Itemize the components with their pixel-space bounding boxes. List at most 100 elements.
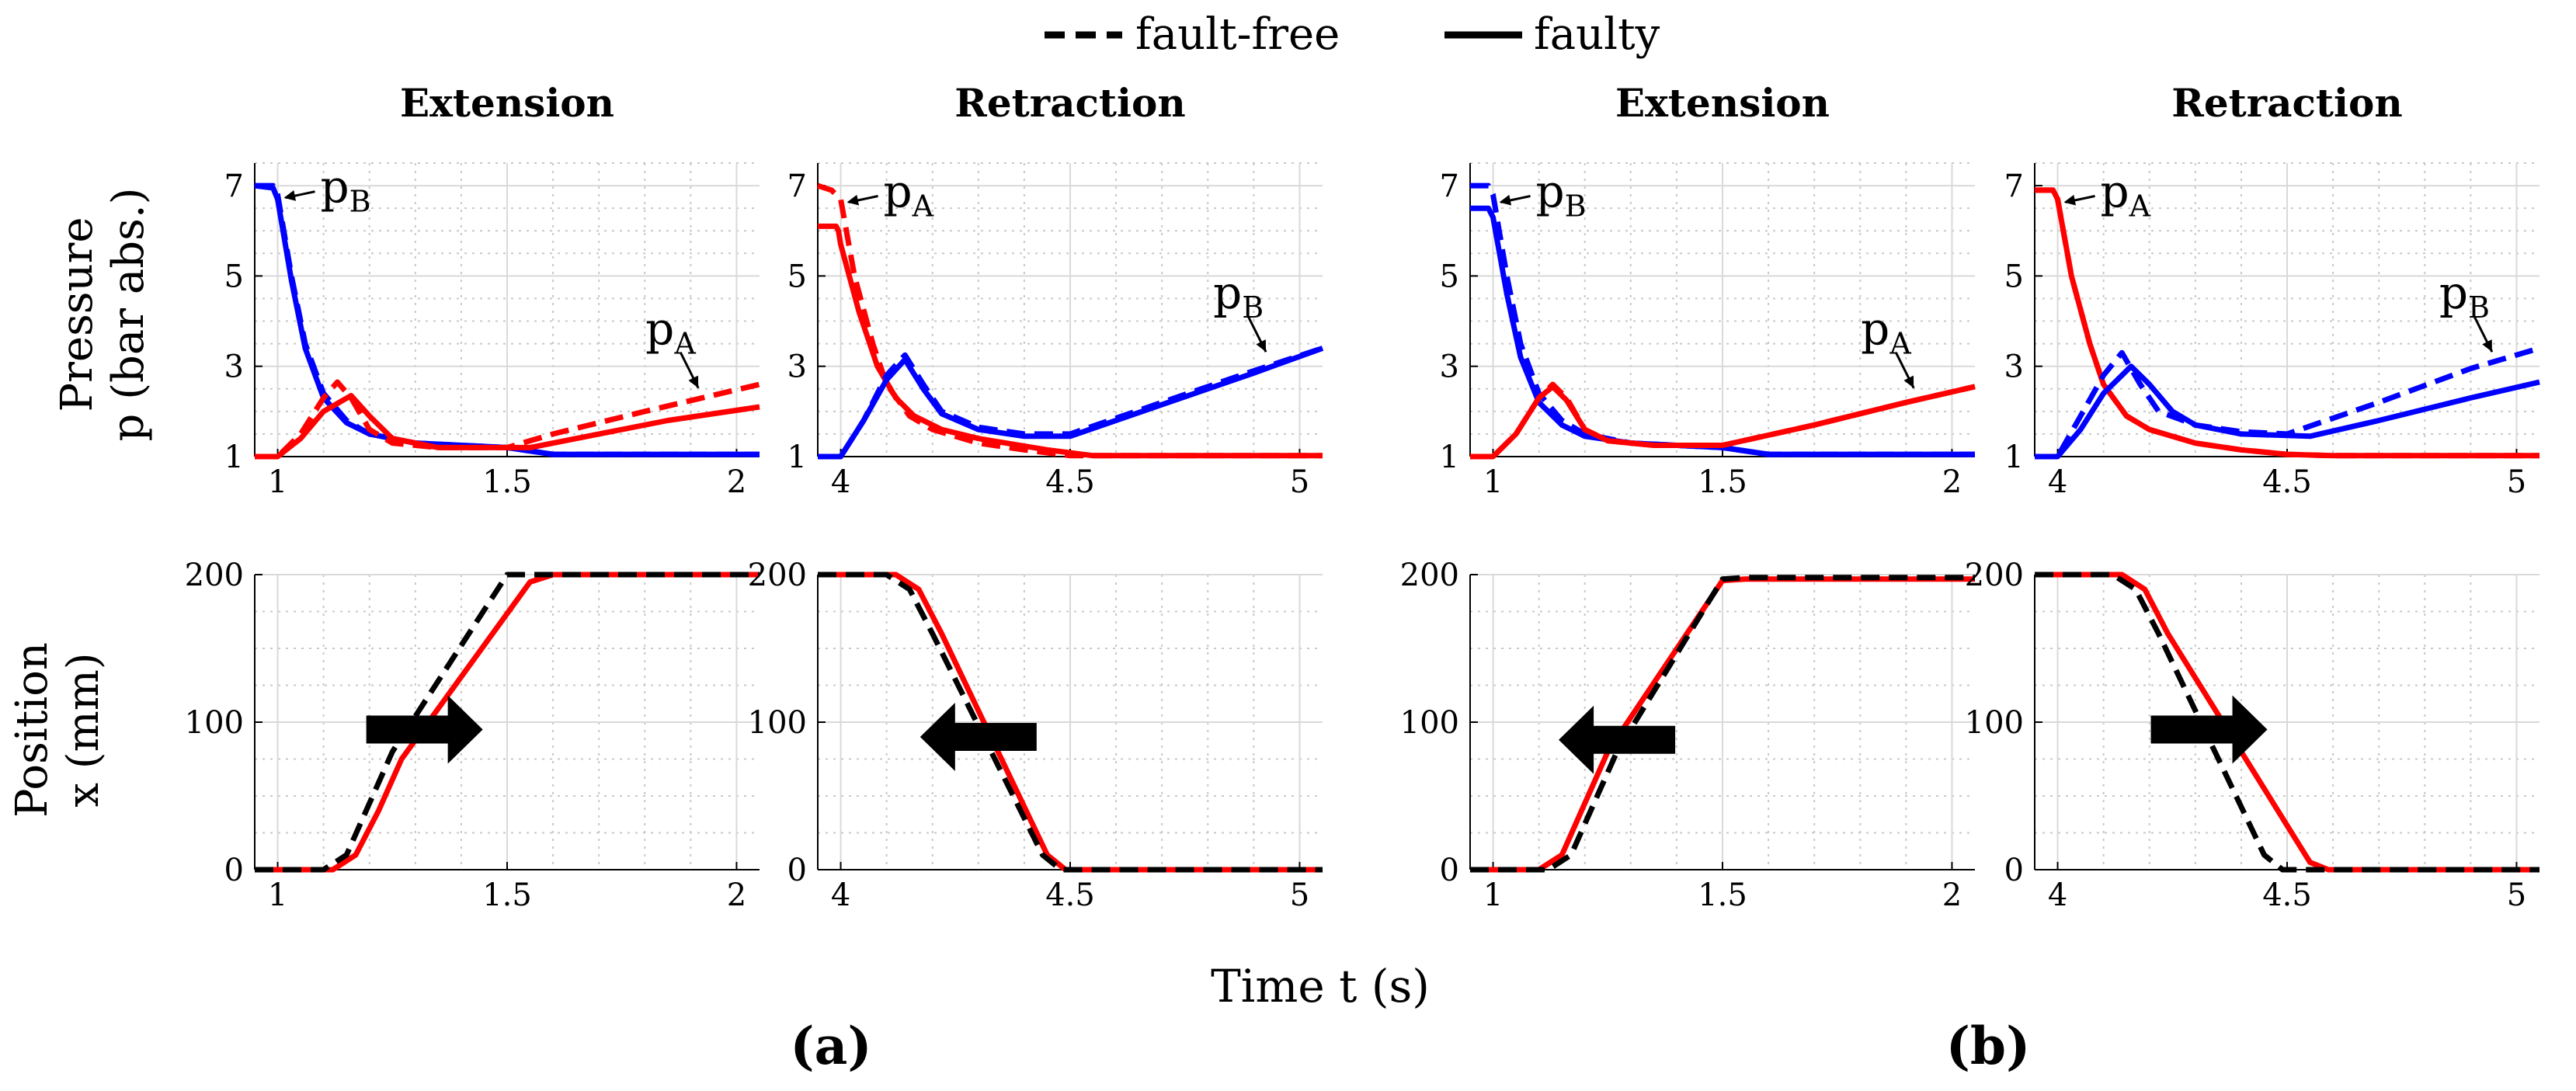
y-tick-label: 3: [224, 349, 244, 385]
panel-title: Extension: [1615, 80, 1830, 126]
motion-direction-arrow-left: [1559, 705, 1676, 774]
y-tick-label: 3: [2004, 349, 2024, 385]
series-pB-fault-free: [2035, 346, 2540, 460]
y-tick-label: 5: [2004, 259, 2024, 294]
y-tick-label: 0: [1440, 853, 1459, 888]
x-tick-label: 2: [727, 877, 746, 913]
x-tick-label: 4.5: [1045, 877, 1095, 913]
y-tick-label: 7: [2004, 169, 2024, 204]
series-label-pA: pA: [1861, 303, 1911, 361]
x-tick-label: 4.5: [2262, 464, 2312, 500]
y-tick-label: 0: [787, 853, 807, 888]
y-tick-label: 7: [787, 169, 807, 204]
x-tick-label: 1.5: [1698, 877, 1747, 913]
panel-b-ext-p: 1 1.5 2 1 3 5 7 Extension pB pA: [1440, 80, 1976, 500]
position-row-label-line1: Position: [7, 642, 57, 818]
y-tick-label: 7: [224, 169, 244, 204]
panel-title: Retraction: [2171, 80, 2402, 126]
panel-b-ret-x: 4 4.5 5 0 100 200: [1965, 558, 2539, 913]
pressure-row-label-line2: p (bar abs.): [103, 188, 154, 442]
x-tick-label: 5: [2507, 464, 2526, 500]
series-label-pB: pB: [1536, 165, 1587, 224]
y-tick-label: 5: [787, 259, 807, 294]
series-label-pB: pB: [2439, 266, 2490, 325]
annotation-arrowhead: [1499, 194, 1512, 206]
legend-faulty-label: faulty: [1534, 9, 1660, 60]
panel-title: Extension: [400, 80, 614, 126]
y-tick-label: 5: [224, 259, 244, 294]
annotation-arrowhead: [1903, 375, 1914, 388]
y-tick-label: 100: [748, 705, 807, 741]
y-tick-label: 100: [1400, 705, 1459, 741]
y-tick-label: 200: [185, 558, 244, 593]
x-tick-label: 5: [1290, 464, 1309, 500]
panels: 1 1.5 2 1 3 5 7 Extension pB pA 4 4.5 5 1 3 5 7 Retractio…: [185, 80, 2540, 913]
y-tick-label: 1: [2004, 440, 2024, 475]
pressure-row-label-line1: Pressure: [52, 217, 103, 412]
series-pB-faulty: [2035, 363, 2540, 460]
x-tick-label: 1.5: [1698, 464, 1747, 500]
x-tick-label: 2: [1942, 877, 1962, 913]
series-pA-faulty: [2035, 187, 2539, 459]
panel-a-ext-p: 1 1.5 2 1 3 5 7 Extension pB pA: [224, 80, 760, 500]
y-tick-label: 0: [2004, 853, 2024, 888]
series-label-pA: pA: [645, 303, 696, 361]
legend-fault-free-label: fault-free: [1135, 9, 1340, 60]
y-tick-label: 200: [1400, 558, 1459, 593]
y-tick-label: 200: [748, 558, 807, 593]
annotation-arrowhead: [2482, 339, 2492, 353]
y-tick-label: 0: [224, 853, 244, 888]
x-tick-label: 1: [268, 877, 287, 913]
x-tick-label: 5: [1290, 877, 1309, 913]
series-position-fault-free: [2035, 572, 2539, 873]
x-tick-label: 4.5: [1045, 464, 1095, 500]
y-tick-label: 3: [787, 349, 807, 385]
annotation-arrowhead: [846, 194, 860, 206]
y-tick-label: 100: [185, 705, 244, 741]
panel-a-ext-x: 1 1.5 2 0 100 200: [185, 558, 760, 913]
series-label-pB: pB: [321, 161, 371, 219]
annotation-arrowhead: [283, 190, 297, 201]
x-tick-label: 4.5: [2262, 877, 2312, 913]
y-tick-label: 1: [1440, 440, 1459, 475]
series-pB-faulty: [818, 346, 1324, 460]
annotation-arrowhead: [1256, 339, 1267, 353]
x-tick-label: 5: [2507, 877, 2526, 913]
motion-direction-arrow-right: [2150, 695, 2268, 764]
series-pB-faulty: [1470, 205, 1975, 457]
y-tick-label: 100: [1965, 705, 2024, 741]
panel-b-ret-p: 4 4.5 5 1 3 5 7 Retraction pA pB: [2004, 80, 2540, 500]
series-pA-faulty: [818, 223, 1323, 459]
legend: fault-free faulty: [1045, 9, 1660, 60]
x-tick-label: 1: [268, 464, 287, 500]
x-tick-label: 4: [831, 877, 850, 913]
panel-b-ext-x: 1 1.5 2 0 100 200: [1400, 558, 1975, 913]
panel-a-ret-p: 4 4.5 5 1 3 5 7 Retraction pA pB: [787, 80, 1324, 500]
y-tick-label: 7: [1440, 169, 1459, 204]
x-tick-label: 1: [1483, 464, 1503, 500]
subfigure-label-a: (a): [790, 1016, 871, 1076]
x-tick-label: 4: [2048, 464, 2067, 500]
panel-title: Retraction: [954, 80, 1185, 126]
motion-direction-arrow-right: [366, 695, 483, 764]
series-pA-faulty: [1470, 384, 1976, 460]
position-row-label-line2: x (mm): [58, 652, 109, 807]
panel-a-ret-x: 4 4.5 5 0 100 200: [748, 558, 1323, 913]
x-tick-label: 1.5: [482, 877, 532, 913]
annotation-arrowhead: [2063, 194, 2077, 206]
x-tick-label: 4: [831, 464, 850, 500]
series-position-fault-free: [255, 572, 760, 873]
series-label-pA: pA: [2101, 165, 2151, 224]
series-pA-faulty: [255, 393, 760, 460]
motion-direction-arrow-left: [920, 703, 1037, 771]
x-tick-label: 2: [1942, 464, 1962, 500]
y-tick-label: 200: [1965, 558, 2024, 593]
x-tick-label: 2: [727, 464, 746, 500]
series-label-pB: pB: [1213, 266, 1264, 325]
series-position-faulty: [2035, 572, 2539, 873]
x-tick-label: 1.5: [482, 464, 532, 500]
x-tick-label: 4: [2048, 877, 2067, 913]
subfigure-label-b: (b): [1946, 1016, 2031, 1076]
x-axis-label: Time t (s): [1211, 960, 1430, 1013]
